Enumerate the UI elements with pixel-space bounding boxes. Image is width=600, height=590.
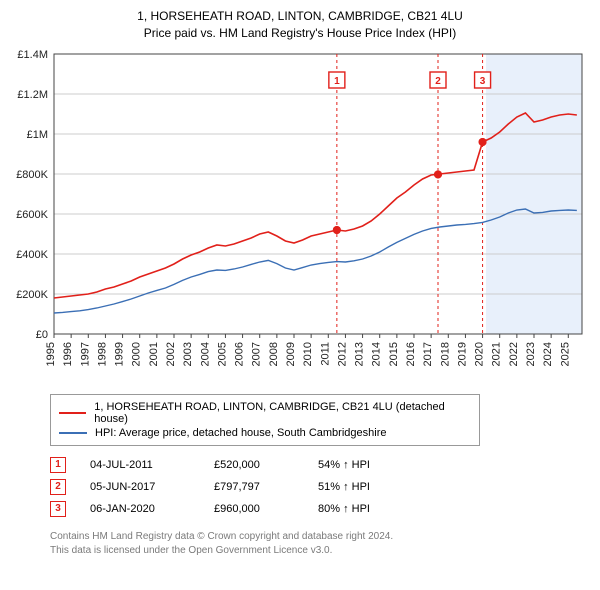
- svg-text:£1.2M: £1.2M: [17, 89, 48, 101]
- svg-text:2019: 2019: [456, 342, 468, 366]
- transaction-marker: 3: [50, 501, 66, 517]
- copyright-line-2: This data is licensed under the Open Gov…: [50, 544, 590, 558]
- svg-text:2006: 2006: [234, 342, 246, 366]
- copyright-notice: Contains HM Land Registry data © Crown c…: [50, 530, 590, 558]
- legend-item: HPI: Average price, detached house, Sout…: [59, 426, 471, 440]
- title-line-1: 1, HORSEHEATH ROAD, LINTON, CAMBRIDGE, C…: [10, 8, 590, 25]
- svg-text:2001: 2001: [148, 342, 160, 366]
- svg-text:2: 2: [435, 76, 441, 87]
- chart-title: 1, HORSEHEATH ROAD, LINTON, CAMBRIDGE, C…: [10, 8, 590, 42]
- transaction-date: 05-JUN-2017: [90, 481, 190, 493]
- svg-text:2023: 2023: [525, 342, 537, 366]
- svg-text:1: 1: [334, 76, 340, 87]
- transaction-hpi: 51% ↑ HPI: [318, 481, 418, 493]
- svg-text:2017: 2017: [422, 342, 434, 366]
- chart-container: 1, HORSEHEATH ROAD, LINTON, CAMBRIDGE, C…: [0, 0, 600, 566]
- transaction-price: £520,000: [214, 459, 294, 471]
- transaction-date: 04-JUL-2011: [90, 459, 190, 471]
- svg-text:1995: 1995: [45, 342, 57, 366]
- svg-text:2003: 2003: [182, 342, 194, 366]
- svg-text:3: 3: [480, 76, 486, 87]
- svg-text:2008: 2008: [268, 342, 280, 366]
- legend-label: HPI: Average price, detached house, Sout…: [95, 427, 386, 439]
- transaction-price: £960,000: [214, 503, 294, 515]
- transaction-table: 1 04-JUL-2011 £520,000 54% ↑ HPI 2 05-JU…: [50, 454, 590, 520]
- svg-text:2004: 2004: [199, 342, 211, 366]
- svg-text:2015: 2015: [388, 342, 400, 366]
- table-row: 3 06-JAN-2020 £960,000 80% ↑ HPI: [50, 498, 590, 520]
- svg-text:£400K: £400K: [16, 249, 48, 261]
- transaction-price: £797,797: [214, 481, 294, 493]
- transaction-marker: 2: [50, 479, 66, 495]
- legend-swatch: [59, 412, 86, 414]
- svg-text:£800K: £800K: [16, 169, 48, 181]
- svg-text:2013: 2013: [354, 342, 366, 366]
- svg-text:2024: 2024: [542, 342, 554, 366]
- chart-svg: £0 £200K £400K £600K £800K £1M £1.2M £1.4M 1995 1…: [10, 48, 590, 388]
- legend: 1, HORSEHEATH ROAD, LINTON, CAMBRIDGE, C…: [50, 394, 480, 446]
- title-line-2: Price paid vs. HM Land Registry's House …: [10, 25, 590, 42]
- svg-text:2016: 2016: [405, 342, 417, 366]
- svg-text:1996: 1996: [62, 342, 74, 366]
- svg-text:1998: 1998: [96, 342, 108, 366]
- svg-text:2020: 2020: [474, 342, 486, 366]
- svg-text:2012: 2012: [336, 342, 348, 366]
- transaction-date: 06-JAN-2020: [90, 503, 190, 515]
- svg-text:2022: 2022: [508, 342, 520, 366]
- legend-label: 1, HORSEHEATH ROAD, LINTON, CAMBRIDGE, C…: [94, 401, 471, 425]
- svg-text:2002: 2002: [165, 342, 177, 366]
- copyright-line-1: Contains HM Land Registry data © Crown c…: [50, 530, 590, 544]
- svg-text:2000: 2000: [131, 342, 143, 366]
- svg-text:£200K: £200K: [16, 289, 48, 301]
- svg-text:£1M: £1M: [27, 129, 48, 141]
- svg-text:2025: 2025: [559, 342, 571, 366]
- chart-plot: £0 £200K £400K £600K £800K £1M £1.2M £1.4M 1995 1…: [10, 48, 590, 388]
- table-row: 2 05-JUN-2017 £797,797 51% ↑ HPI: [50, 476, 590, 498]
- table-row: 1 04-JUL-2011 £520,000 54% ↑ HPI: [50, 454, 590, 476]
- legend-swatch: [59, 432, 87, 434]
- svg-text:2007: 2007: [251, 342, 263, 366]
- svg-text:2010: 2010: [302, 342, 314, 366]
- svg-text:2005: 2005: [216, 342, 228, 366]
- svg-text:£1.4M: £1.4M: [17, 49, 48, 61]
- transaction-marker: 1: [50, 457, 66, 473]
- svg-text:1999: 1999: [114, 342, 126, 366]
- transaction-hpi: 54% ↑ HPI: [318, 459, 418, 471]
- svg-text:2018: 2018: [439, 342, 451, 366]
- legend-item: 1, HORSEHEATH ROAD, LINTON, CAMBRIDGE, C…: [59, 400, 471, 426]
- svg-text:2011: 2011: [319, 342, 331, 366]
- svg-text:1997: 1997: [79, 342, 91, 366]
- transaction-hpi: 80% ↑ HPI: [318, 503, 418, 515]
- svg-text:2009: 2009: [285, 342, 297, 366]
- svg-text:£600K: £600K: [16, 209, 48, 221]
- svg-text:£0: £0: [36, 329, 48, 341]
- svg-text:2014: 2014: [371, 342, 383, 366]
- svg-text:2021: 2021: [491, 342, 503, 366]
